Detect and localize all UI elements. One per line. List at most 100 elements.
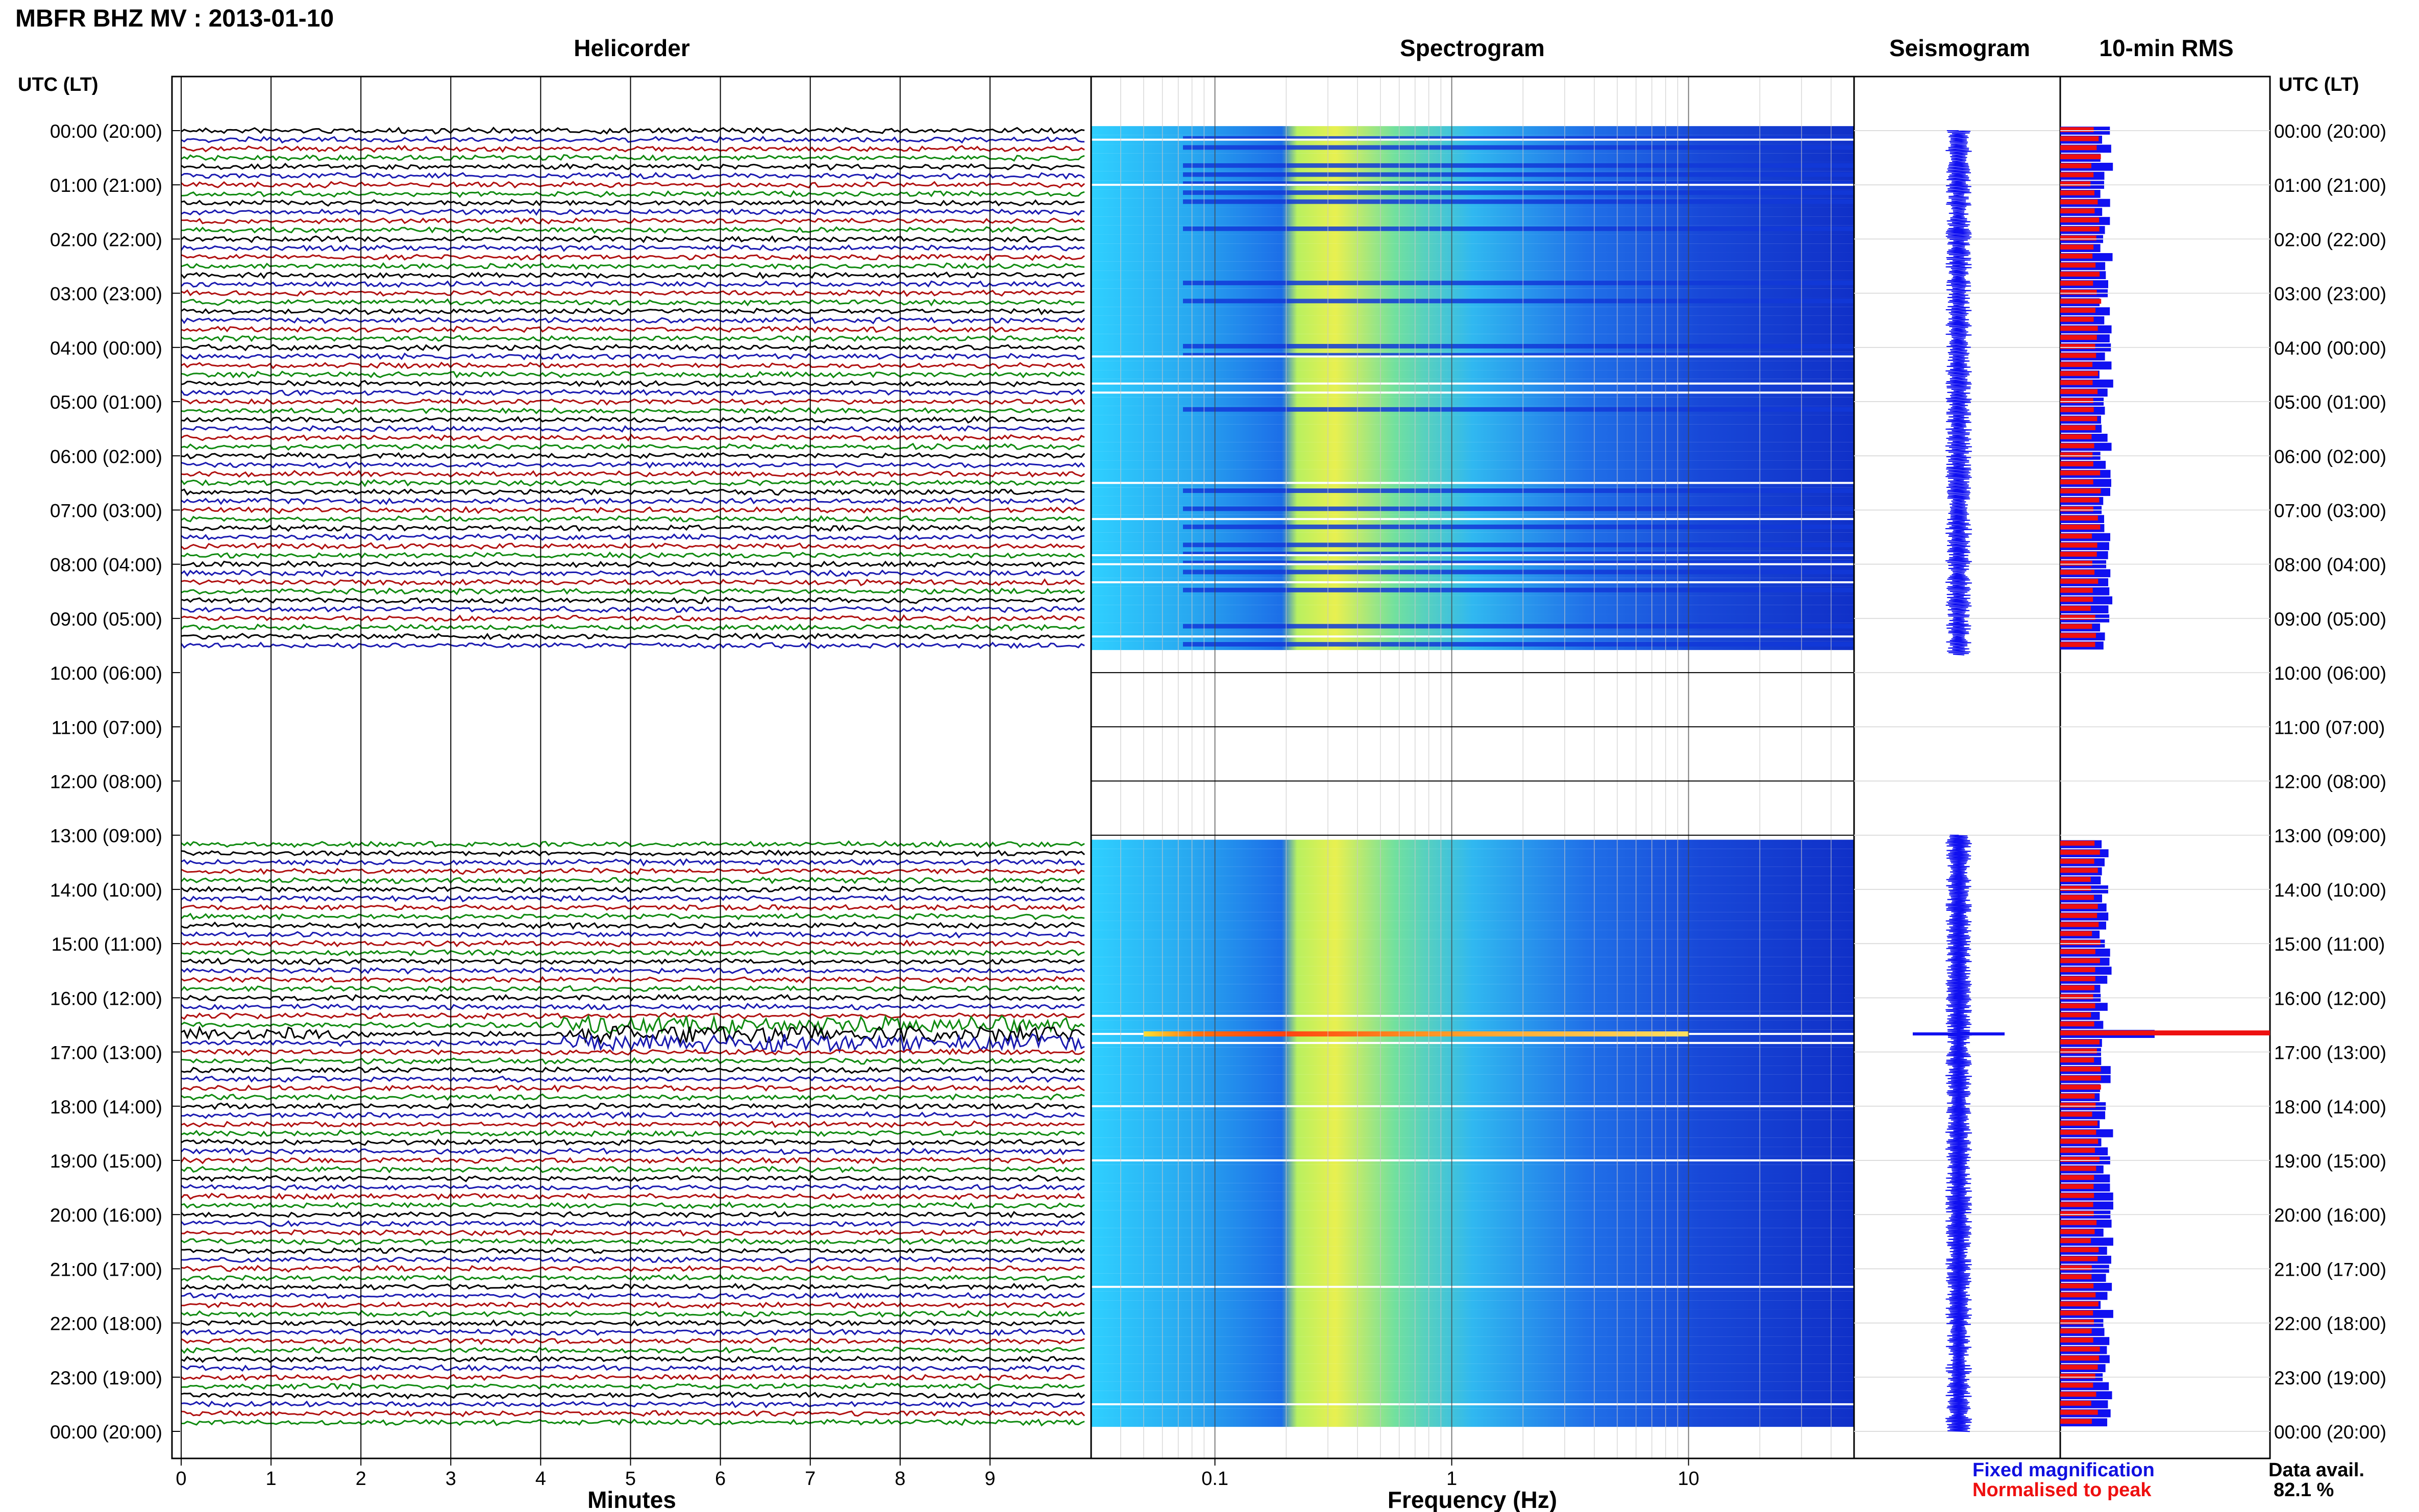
- rms-bar-normalised: [2060, 262, 2096, 268]
- spectrogram-row: [1091, 415, 1854, 425]
- minutes-axis-label: Minutes: [587, 1486, 676, 1512]
- frequency-tick-label: 1: [1446, 1468, 1457, 1490]
- rms-bar-normalised: [2060, 1238, 2091, 1244]
- helicorder-trace: [181, 904, 1085, 911]
- time-tick-label-right: 05:00 (01:00): [2274, 392, 2386, 413]
- time-tick-label-left: 12:00 (08:00): [50, 772, 162, 792]
- rms-bar-normalised: [2060, 1392, 2096, 1397]
- rms-bar-normalised: [2060, 1048, 2097, 1054]
- helicorder-trace: [180, 1193, 1085, 1201]
- minute-tick-label: 7: [805, 1468, 816, 1490]
- helicorder-trace: [180, 479, 1085, 487]
- figure-title: MBFR BHZ MV : 2013-01-10: [15, 5, 334, 32]
- rms-bar-normalised: [2060, 235, 2096, 241]
- spectrogram-row: [1091, 849, 1854, 858]
- time-tick-label-left: 20:00 (16:00): [50, 1205, 162, 1226]
- rms-bar-normalised: [2060, 1310, 2093, 1316]
- spectrogram-band: [1183, 525, 1854, 529]
- rms-bar-normalised: [2060, 371, 2099, 376]
- time-tick-label-left: 13:00 (09:00): [50, 826, 162, 847]
- rms-bar-normalised: [2060, 1274, 2092, 1279]
- helicorder-trace: [181, 162, 1085, 171]
- helicorder-trace: [181, 1247, 1085, 1255]
- spectrogram-band: [1183, 299, 1854, 304]
- legend-normalised-to-peak: Normalised to peak: [1972, 1479, 2152, 1501]
- spectrogram-row: [1091, 1309, 1854, 1319]
- helicorder-trace: [181, 1373, 1085, 1381]
- helicorder-trace: [181, 380, 1085, 388]
- helicorder-trace: [181, 506, 1085, 514]
- time-tick-label-left: 07:00 (03:00): [50, 500, 162, 521]
- rms-bar-normalised: [2060, 380, 2093, 385]
- helicorder-trace: [181, 1319, 1085, 1327]
- rms-bar-normalised: [2060, 1328, 2092, 1334]
- rms-bar-normalised: [2060, 1193, 2094, 1198]
- rms-bar-normalised: [2060, 985, 2095, 990]
- rms-bar-normalised: [2060, 1067, 2101, 1072]
- rms-bar-normalised: [2060, 1039, 2100, 1045]
- spectrogram-dropout: [1091, 1014, 1854, 1017]
- rms-bar-normalised: [2060, 542, 2097, 548]
- helicorder-trace: [181, 1364, 1085, 1373]
- time-axis-right: 00:00 (20:00) 01:00 (21:00) 02:00 (22:00) 0…: [2274, 121, 2386, 1443]
- spectrogram-dropout: [1091, 382, 1854, 385]
- helicorder-trace: [181, 235, 1085, 243]
- spectrogram-row: [1091, 1129, 1854, 1138]
- time-tick-label-right: 11:00 (07:00): [2274, 717, 2385, 738]
- minute-tick-label: 4: [535, 1468, 546, 1490]
- spectrogram-row: [1091, 469, 1854, 479]
- spectrogram-row: [1091, 1093, 1854, 1102]
- spectrogram-row: [1091, 885, 1854, 894]
- time-tick-label-left: 19:00 (15:00): [50, 1151, 162, 1172]
- rms-bar-normalised: [2060, 1220, 2097, 1225]
- rms-bar-normalised: [2060, 1138, 2099, 1144]
- time-tick-label-right: 08:00 (04:00): [2274, 555, 2386, 576]
- spectrogram-band: [1183, 407, 1854, 412]
- time-tick-label-right: 13:00 (09:00): [2274, 826, 2386, 847]
- rms-bar-normalised: [2060, 145, 2097, 151]
- spectrogram-dropout: [1091, 563, 1854, 565]
- rms-bar-normalised: [2060, 642, 2095, 647]
- helicorder-trace: [181, 912, 1085, 921]
- spectrogram-row: [1091, 207, 1854, 217]
- rms-bar-normalised: [2060, 199, 2098, 205]
- spectrogram-row: [1091, 1219, 1854, 1228]
- spectrogram-row: [1091, 1237, 1854, 1247]
- spectrogram-row: [1091, 496, 1854, 506]
- spectrogram-row: [1091, 1318, 1854, 1328]
- spectrogram-row: [1091, 857, 1854, 867]
- helicorder-trace: [181, 1229, 1085, 1237]
- time-tick-label-right: 00:00 (20:00): [2274, 1422, 2386, 1443]
- rms-bar-normalised: [2060, 1184, 2094, 1189]
- frequency-axis-label: Frequency (Hz): [1388, 1486, 1557, 1512]
- spectrogram-band: [1183, 343, 1854, 349]
- helicorder-trace: [181, 1175, 1085, 1182]
- rms-bar-normalised: [2060, 326, 2098, 331]
- time-tick-label-right: 19:00 (15:00): [2274, 1151, 2386, 1172]
- spectrogram-row: [1091, 975, 1854, 984]
- helicorder-trace: [181, 957, 1085, 966]
- helicorder-trace: [181, 307, 1085, 315]
- rms-bar-normalised: [2060, 1166, 2096, 1171]
- rms-bar-normalised: [2060, 136, 2099, 141]
- helicorder-trace: [181, 361, 1085, 369]
- helicorder-trace: [180, 876, 1085, 884]
- helicorder-trace: [180, 1003, 1085, 1011]
- spectrogram-band: [1183, 488, 1854, 493]
- rms-bar-normalised: [2060, 1319, 2094, 1325]
- time-tick-label-left: 02:00 (22:00): [50, 229, 162, 250]
- helicorder-trace: [181, 144, 1085, 153]
- rms-bar-normalised: [2060, 226, 2100, 232]
- rms-bar-normalised: [2060, 515, 2098, 521]
- spectrogram-dropout: [1091, 355, 1854, 358]
- spectrogram-row: [1091, 930, 1854, 939]
- minute-tick-label: 6: [715, 1468, 726, 1490]
- helicorder-trace: [181, 605, 1085, 613]
- time-tick-label-left: 06:00 (02:00): [50, 446, 162, 467]
- spectrogram-row: [1091, 614, 1854, 623]
- helicorder-trace: [180, 1220, 1085, 1228]
- time-tick-label-left: 17:00 (13:00): [50, 1043, 162, 1063]
- rms-bar-normalised: [2060, 127, 2094, 132]
- rms-bar-normalised: [2060, 461, 2093, 466]
- spectrogram-dropout: [1091, 1042, 1854, 1044]
